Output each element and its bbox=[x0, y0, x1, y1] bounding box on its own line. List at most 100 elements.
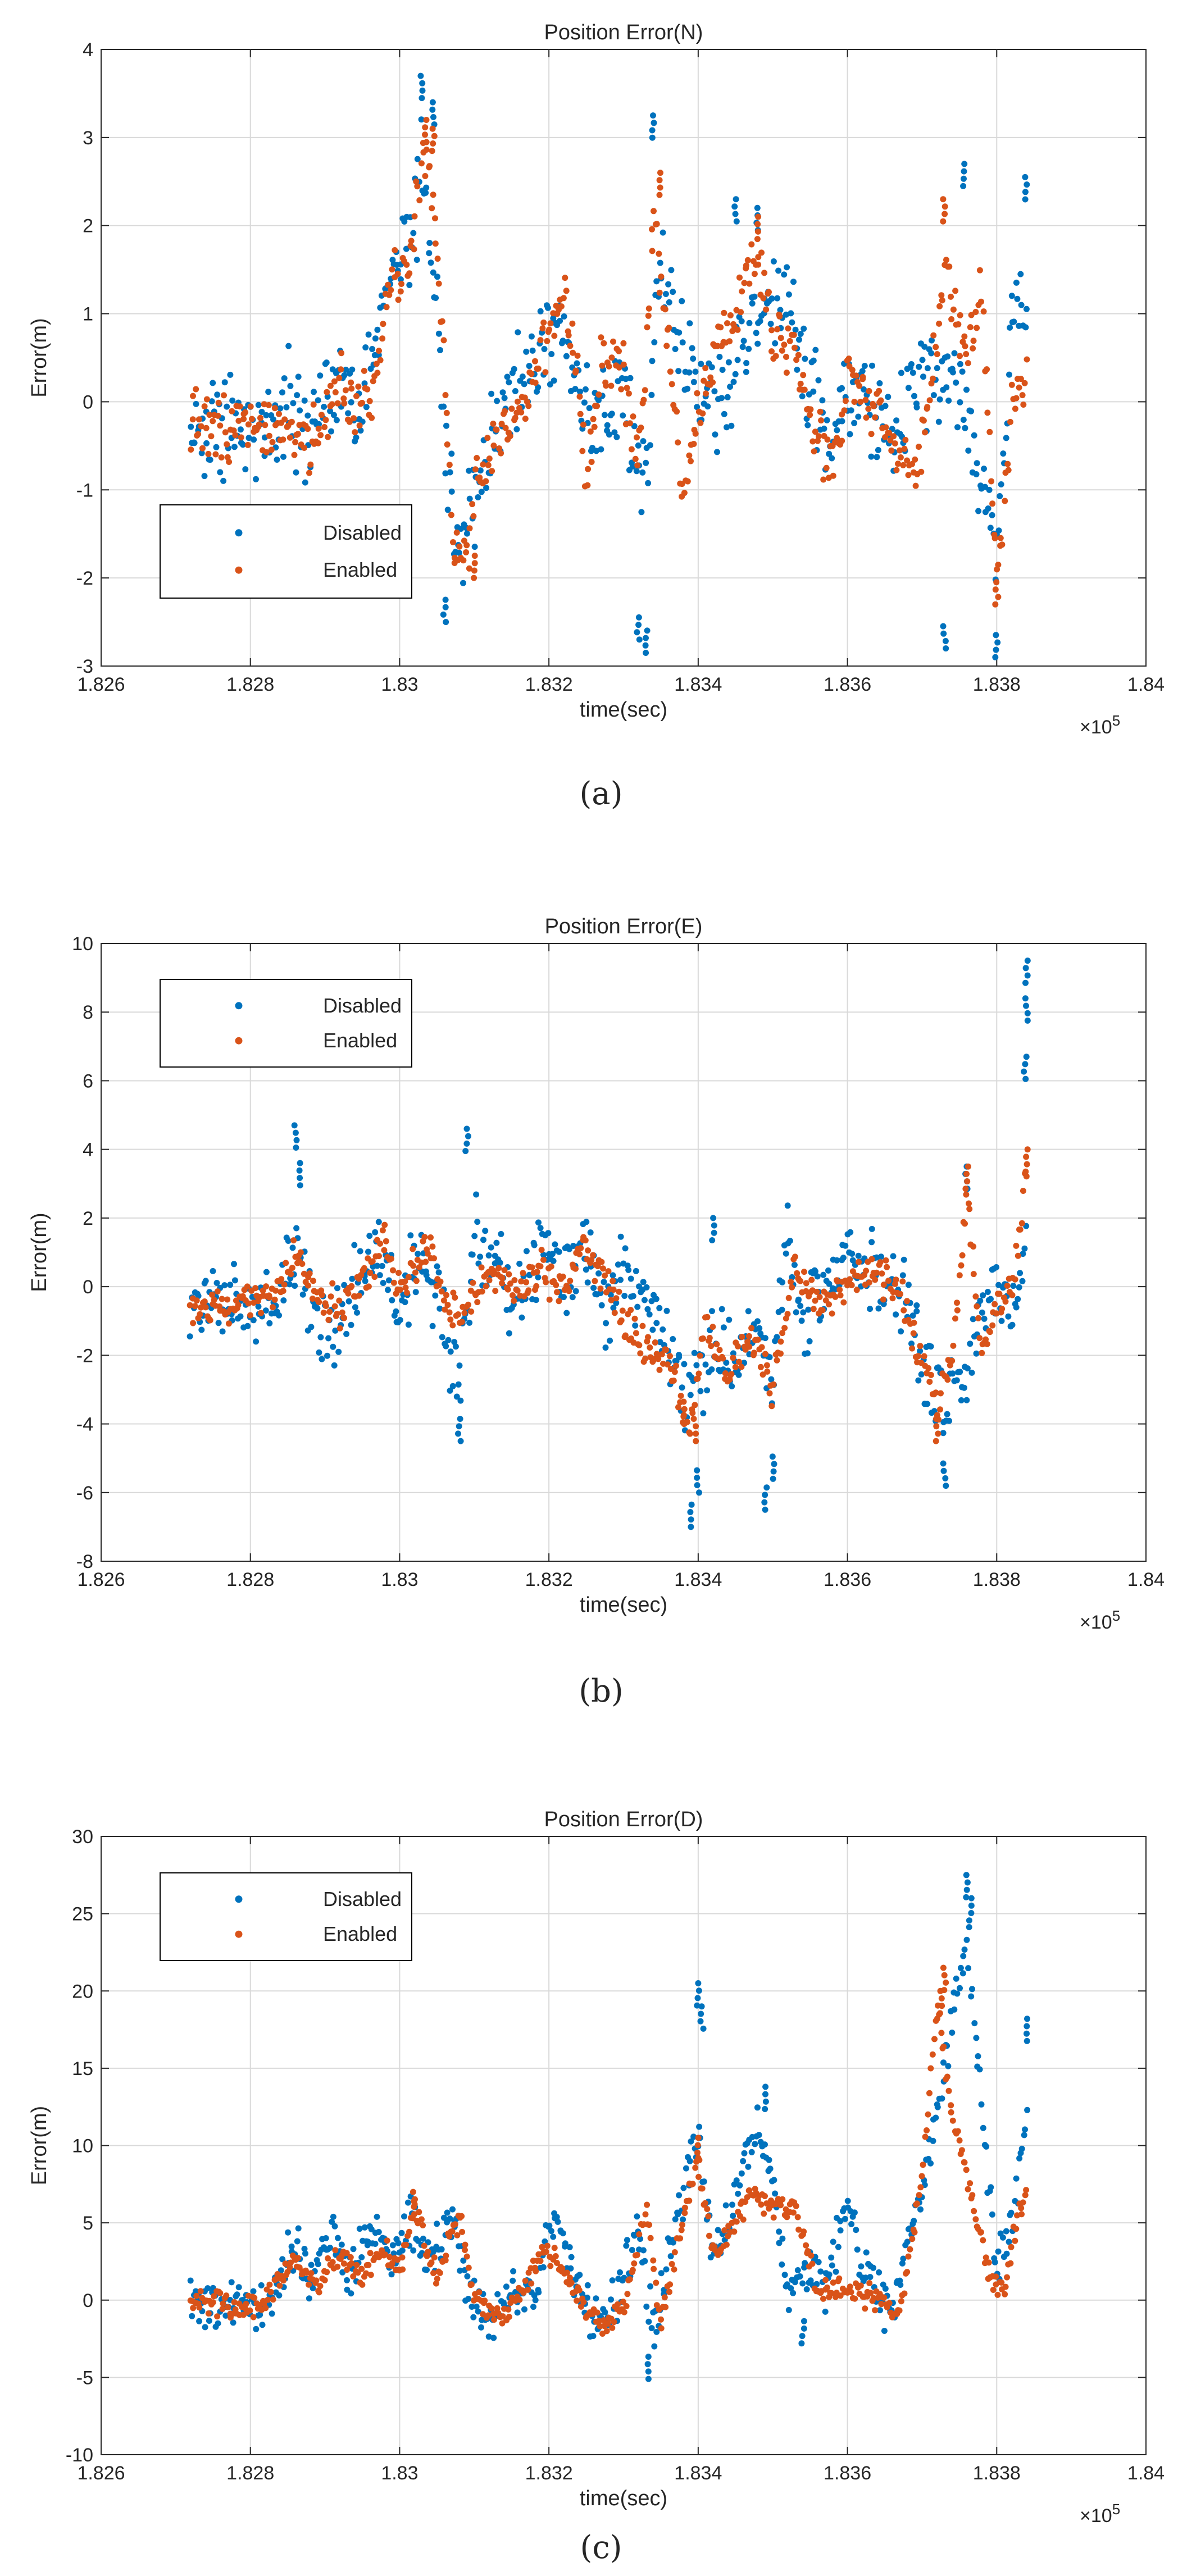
data-point-disabled bbox=[695, 1987, 702, 1994]
data-point-enabled bbox=[748, 241, 755, 248]
data-point-enabled bbox=[563, 2269, 570, 2276]
data-point-disabled bbox=[801, 2318, 807, 2324]
data-point-enabled bbox=[774, 326, 781, 332]
data-point-enabled bbox=[242, 409, 249, 416]
data-point-enabled bbox=[540, 319, 547, 326]
data-point-enabled bbox=[262, 2305, 269, 2311]
data-point-disabled bbox=[242, 466, 249, 473]
data-point-disabled bbox=[478, 2324, 484, 2331]
data-point-enabled bbox=[758, 249, 765, 256]
data-point-enabled bbox=[948, 2102, 954, 2109]
data-point-enabled bbox=[266, 432, 272, 439]
data-point-enabled bbox=[247, 403, 254, 410]
x-tick-label: 1.83 bbox=[381, 2463, 418, 2484]
data-point-enabled bbox=[403, 2241, 410, 2248]
data-point-disabled bbox=[1024, 2107, 1031, 2113]
data-point-disabled bbox=[221, 379, 228, 386]
data-point-disabled bbox=[797, 1302, 804, 1309]
data-point-enabled bbox=[942, 203, 948, 210]
data-point-enabled bbox=[695, 2135, 702, 2141]
data-point-disabled bbox=[722, 2202, 729, 2209]
data-point-disabled bbox=[317, 372, 324, 379]
data-point-enabled bbox=[681, 490, 688, 496]
data-point-disabled bbox=[529, 347, 536, 354]
data-point-disabled bbox=[728, 422, 735, 429]
data-point-disabled bbox=[993, 632, 999, 639]
data-point-enabled bbox=[465, 2264, 472, 2271]
data-point-disabled bbox=[693, 1362, 700, 1369]
data-point-disabled bbox=[473, 1191, 480, 1198]
data-point-enabled bbox=[291, 452, 298, 458]
data-point-disabled bbox=[649, 1326, 656, 1333]
data-point-enabled bbox=[626, 2276, 633, 2283]
data-point-disabled bbox=[969, 1986, 975, 1993]
data-point-enabled bbox=[413, 178, 420, 185]
data-point-enabled bbox=[931, 2036, 938, 2042]
data-point-enabled bbox=[522, 416, 529, 422]
data-point-disabled bbox=[792, 2279, 798, 2286]
data-point-enabled bbox=[681, 2204, 688, 2211]
data-point-disabled bbox=[531, 1242, 538, 1248]
data-point-disabled bbox=[801, 2325, 807, 2332]
data-point-enabled bbox=[965, 1163, 971, 1170]
data-point-disabled bbox=[963, 1936, 970, 1943]
data-point-disabled bbox=[475, 494, 481, 500]
data-point-enabled bbox=[1008, 381, 1015, 388]
data-point-enabled bbox=[656, 177, 663, 184]
data-point-enabled bbox=[501, 1267, 508, 1274]
data-point-disabled bbox=[344, 2286, 351, 2293]
data-point-disabled bbox=[442, 596, 449, 603]
data-point-enabled bbox=[289, 1265, 295, 1271]
data-point-enabled bbox=[325, 434, 331, 440]
data-point-enabled bbox=[209, 1292, 215, 1298]
data-point-enabled bbox=[588, 459, 595, 465]
data-point-enabled bbox=[282, 2260, 289, 2267]
x-tick-label: 1.84 bbox=[1127, 1569, 1165, 1590]
data-point-disabled bbox=[801, 325, 807, 332]
data-point-enabled bbox=[569, 320, 576, 327]
data-point-disabled bbox=[790, 2290, 797, 2296]
data-point-disabled bbox=[810, 388, 817, 395]
data-point-disabled bbox=[210, 1268, 216, 1274]
data-point-enabled bbox=[820, 2295, 826, 2302]
data-point-enabled bbox=[901, 2290, 908, 2297]
data-point-disabled bbox=[572, 386, 579, 393]
data-point-disabled bbox=[718, 1306, 725, 1312]
data-point-disabled bbox=[593, 448, 599, 454]
data-point-disabled bbox=[453, 1393, 460, 1400]
legend-marker-disabled bbox=[235, 1002, 243, 1010]
data-point-disabled bbox=[362, 1278, 369, 1284]
data-point-enabled bbox=[358, 2265, 365, 2272]
data-point-disabled bbox=[330, 1343, 336, 1350]
data-point-disabled bbox=[656, 1305, 663, 1311]
data-point-disabled bbox=[738, 318, 745, 325]
data-point-disabled bbox=[276, 1312, 282, 1319]
x-tick-label: 1.832 bbox=[525, 2463, 573, 2484]
data-point-enabled bbox=[937, 1987, 944, 1994]
data-point-disabled bbox=[440, 2214, 447, 2221]
data-point-disabled bbox=[802, 2260, 808, 2267]
data-point-enabled bbox=[661, 2294, 668, 2301]
data-point-disabled bbox=[583, 1219, 590, 1225]
data-point-enabled bbox=[768, 1403, 775, 1410]
data-point-enabled bbox=[384, 2237, 390, 2244]
data-point-enabled bbox=[466, 565, 472, 572]
data-point-enabled bbox=[694, 2149, 701, 2156]
data-point-enabled bbox=[203, 396, 210, 403]
data-point-enabled bbox=[339, 1309, 345, 1316]
data-point-enabled bbox=[616, 364, 622, 371]
data-point-enabled bbox=[970, 1271, 977, 1278]
data-point-disabled bbox=[1022, 979, 1029, 986]
y-tick-label: 5 bbox=[83, 2213, 93, 2234]
data-point-enabled bbox=[999, 1306, 1006, 1312]
data-point-enabled bbox=[972, 1293, 979, 1300]
data-point-enabled bbox=[851, 399, 858, 405]
data-point-enabled bbox=[720, 1355, 726, 1362]
data-point-disabled bbox=[345, 410, 352, 417]
data-point-disabled bbox=[257, 2311, 263, 2318]
data-point-enabled bbox=[699, 410, 706, 417]
data-point-enabled bbox=[868, 1256, 875, 1262]
data-point-disabled bbox=[962, 425, 968, 431]
data-point-disabled bbox=[533, 1297, 539, 1303]
y-tick-label: 20 bbox=[72, 1981, 93, 2002]
